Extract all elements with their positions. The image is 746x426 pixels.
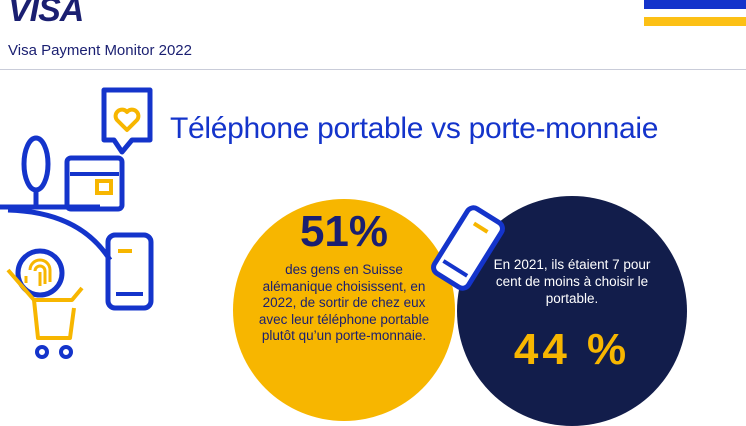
stat-description-2021: En 2021, ils étaient 7 pour cent de moin… [493,257,651,306]
stat-percent-2021: 44 % [513,325,631,374]
header-divider [0,69,746,70]
fingerprint-icon [15,248,65,298]
visa-logo: VISA [8,0,84,29]
stat-description-2022: des gens en Suisse alémanique choisissen… [258,262,430,343]
tree-icon [21,135,51,206]
wallet-icon [64,155,125,212]
smartphone-icon [431,205,505,291]
flag-stripe-blue [644,0,746,9]
stat-circle-2022 [233,199,455,421]
report-subtitle: Visa Payment Monitor 2022 [8,42,192,59]
smartphone-icon [105,232,154,311]
heart-chat-bubble-icon [101,87,153,155]
shopping-cart-icon [6,268,84,359]
page-title: Téléphone portable vs porte-monnaie [170,112,659,145]
flag-stripe-gold [644,17,746,26]
stat-percent-2022: 51% [299,207,389,256]
